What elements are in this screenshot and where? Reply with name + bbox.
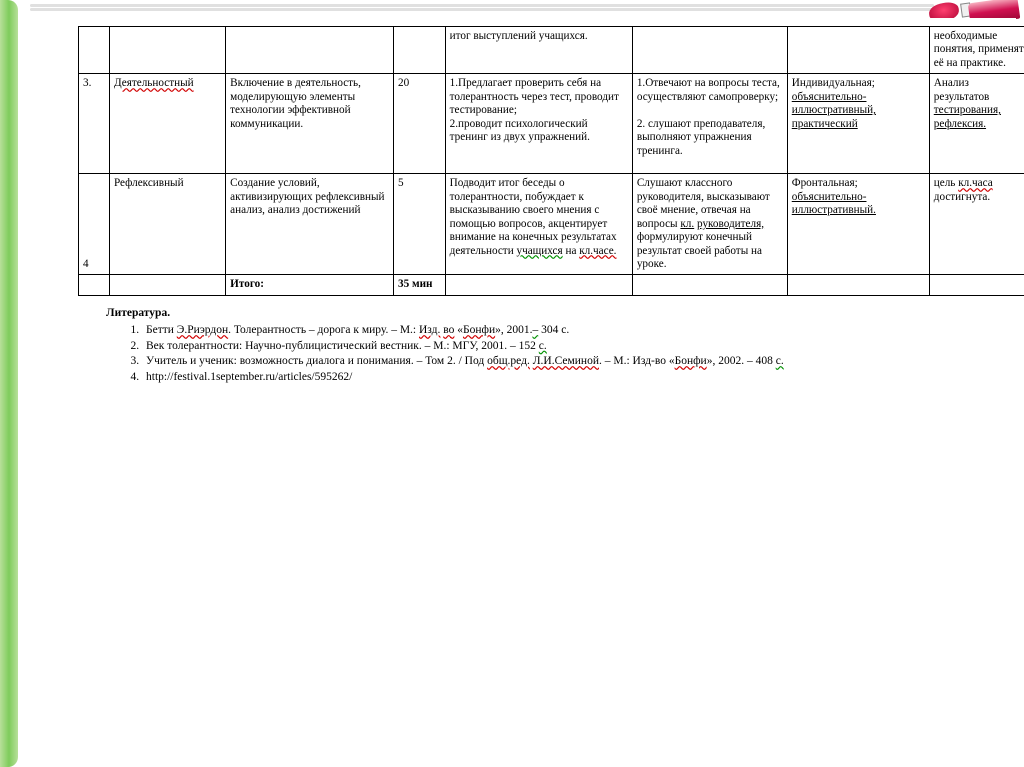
cell-form: Индивидуальная; объяснительно- иллюстрат…: [787, 74, 929, 174]
list-item: http://festival.1september.ru/articles/5…: [142, 370, 1016, 386]
list-item: Бетти Э.Риэрдон. Толерантность – дорога …: [142, 323, 1016, 339]
cell-num: 4: [79, 174, 110, 275]
list-item: Век толерантности: Научно-публицистическ…: [142, 339, 1016, 355]
total-time: 35 мин: [394, 275, 446, 295]
table-row: итог выступлений учащихся. необходимые п…: [79, 27, 1024, 74]
cell-time: 20: [394, 74, 446, 174]
cell-num: 3.: [79, 74, 110, 174]
cell-task: Включение в деятельность, моделирующую э…: [226, 74, 394, 174]
total-label: Итого:: [226, 275, 394, 295]
cell-result: Анализ результатов тестирования, рефлекс…: [929, 74, 1024, 174]
cell-stage: Рефлексивный: [109, 174, 225, 275]
cell-result: цель кл.часа достигнута.: [929, 174, 1024, 275]
lesson-plan-table: итог выступлений учащихся. необходимые п…: [78, 26, 1024, 296]
cell-teacher: итог выступлений учащихся.: [445, 27, 632, 74]
cell-teacher: Подводит итог беседы о толерантности, по…: [445, 174, 632, 275]
cell-result: необходимые понятия, применять её на пра…: [929, 27, 1024, 74]
cell-time: 5: [394, 174, 446, 275]
cell-task: Создание условий, активизирующих рефлекс…: [226, 174, 394, 275]
cell-teacher: 1.Предлагает проверить себя на толерантн…: [445, 74, 632, 174]
cell-student: Слушают классного руководителя, высказыв…: [632, 174, 787, 275]
cell-student: 1.Отвечают на вопросы теста, осуществляю…: [632, 74, 787, 174]
literature-section: Литература. Бетти Э.Риэрдон. Толерантнос…: [106, 306, 1016, 386]
document-page: итог выступлений учащихся. необходимые п…: [28, 18, 1016, 385]
literature-title: Литература.: [106, 306, 1016, 322]
table-row: 4 Рефлексивный Создание условий, активиз…: [79, 174, 1024, 275]
cell-form: Фронтальная; объяснительно- иллюстративн…: [787, 174, 929, 275]
left-decoration-bar: [0, 0, 18, 767]
cell-stage: Деятельностный: [109, 74, 225, 174]
list-item: Учитель и ученик: возможность диалога и …: [142, 354, 1016, 370]
table-row-total: Итого: 35 мин: [79, 275, 1024, 295]
table-row: 3. Деятельностный Включение в деятельнос…: [79, 74, 1024, 174]
literature-list: Бетти Э.Риэрдон. Толерантность – дорога …: [142, 323, 1016, 385]
top-decoration: [0, 0, 1024, 18]
